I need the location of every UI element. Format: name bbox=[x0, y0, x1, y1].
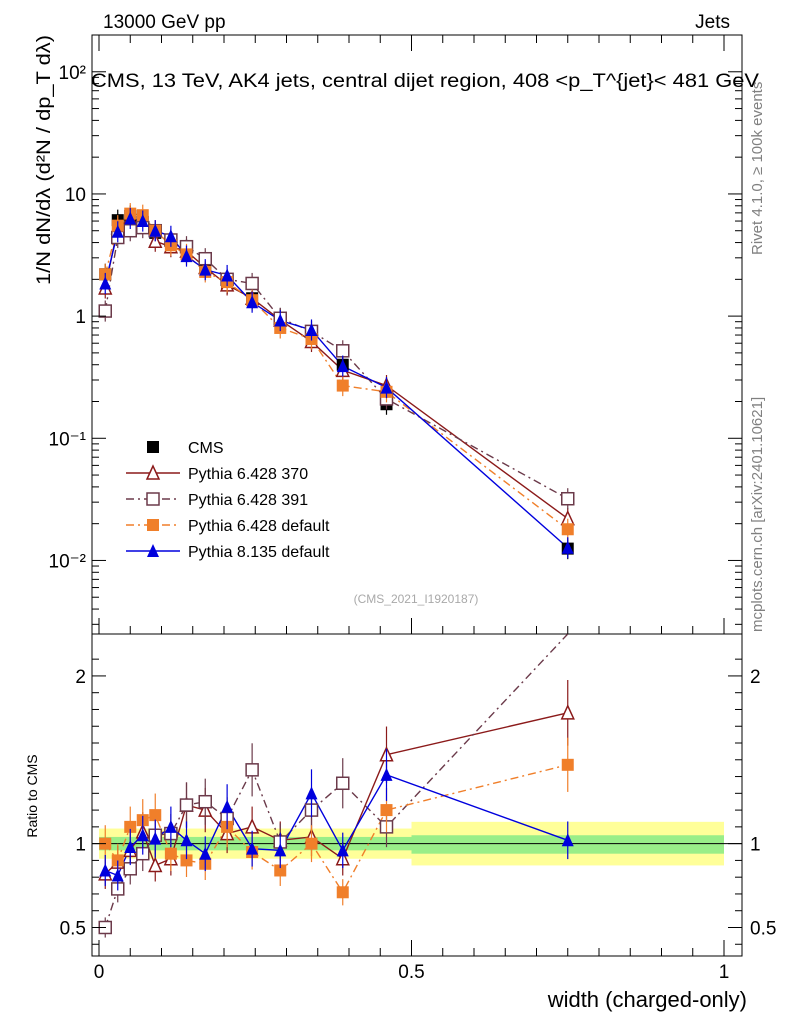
main-point-pythia-8-135-default bbox=[336, 359, 349, 373]
main-y-tick-label: 1 bbox=[75, 307, 86, 328]
main-y-tick-label: 10⁻² bbox=[49, 551, 87, 572]
ratio-y-axis-label: Ratio to CMS bbox=[24, 754, 40, 837]
ratio-point-pythia-8-135-default bbox=[380, 767, 393, 781]
ratio-point-pythia-6-428-default bbox=[149, 809, 162, 822]
main-point-pythia-8-135-default bbox=[164, 229, 177, 243]
rivet-label: Rivet 4.1.0, ≥ 100k events bbox=[749, 82, 766, 255]
ratio-point-pythia-8-135-default bbox=[99, 863, 112, 877]
legend-label-pythia-8-135-default: Pythia 8.135 default bbox=[188, 544, 330, 561]
main-line-pythia-6-428-default bbox=[104, 212, 569, 530]
ratio-point-pythia-8-135-default bbox=[274, 843, 287, 857]
main-y-tick-label: 10 bbox=[65, 185, 86, 206]
ratio-point-pythia-6-428-370 bbox=[148, 856, 163, 873]
x-tick-label: 0.5 bbox=[398, 962, 424, 983]
main-point-pythia-6-428-391 bbox=[245, 276, 259, 291]
main-point-pythia-6-428-default bbox=[336, 379, 349, 392]
ratio-y-tick-label: 0.5 bbox=[60, 918, 86, 939]
ratio-point-pythia-8-135-default bbox=[136, 828, 149, 842]
x-tick-label: 0 bbox=[94, 962, 105, 983]
ratio-frame bbox=[91, 633, 743, 957]
ratio-point-pythia-8-135-default bbox=[111, 868, 124, 882]
main-y-axis-label: 1/N dN/dλ (d²N / dp_T dλ) bbox=[34, 35, 55, 285]
ratio-point-pythia-6-428-370 bbox=[560, 704, 575, 720]
ratio-y-tick-label: 1 bbox=[75, 835, 86, 856]
ratio-y-tick-label: 2 bbox=[75, 667, 86, 688]
mcplots-label: mcplots.cern.ch [arXiv:2401.10621] bbox=[749, 397, 766, 632]
legend-marker-pythia-8-135-default bbox=[147, 544, 159, 557]
ratio-y-tick-label-right: 0.5 bbox=[750, 918, 776, 939]
main-line-pythia-6-428-391 bbox=[104, 226, 569, 500]
legend-marker-pythia-6-428-370 bbox=[145, 464, 161, 480]
legend-label-pythia-6-428-370: Pythia 6.428 370 bbox=[188, 466, 308, 483]
plot-frames bbox=[91, 34, 743, 957]
ratio-point-pythia-8-135-default bbox=[199, 846, 212, 860]
main-point-pythia-6-428-391 bbox=[561, 491, 575, 506]
main-point-pythia-8-135-default bbox=[111, 224, 124, 238]
ratio-point-pythia-6-428-391 bbox=[198, 794, 212, 809]
ratio-y-tick-label-right: 2 bbox=[750, 667, 761, 688]
main-point-pythia-6-428-default bbox=[561, 523, 574, 536]
ratio-point-pythia-6-428-default bbox=[336, 886, 349, 899]
main-y-tick-label: 10² bbox=[59, 63, 86, 84]
ratio-point-pythia-6-428-default bbox=[380, 804, 393, 817]
ratio-point-pythia-6-428-default bbox=[180, 854, 193, 867]
legend-label-pythia-6-428-default: Pythia 6.428 default bbox=[188, 518, 330, 535]
series-lines bbox=[104, 212, 569, 928]
legend-marker-pythia-6-428-391 bbox=[146, 492, 160, 506]
main-point-pythia-8-135-default bbox=[180, 249, 193, 263]
ratio-point-pythia-8-135-default bbox=[561, 833, 574, 847]
main-point-pythia-8-135-default bbox=[149, 223, 162, 237]
ratio-point-pythia-8-135-default bbox=[246, 841, 259, 855]
ratio-point-pythia-6-428-default bbox=[305, 837, 318, 850]
ratio-point-pythia-6-428-default bbox=[164, 847, 177, 860]
legend: CMS Pythia 6.428 370 Pythia 6.428 391 Pythi… bbox=[126, 440, 330, 561]
main-point-pythia-8-135-default bbox=[136, 214, 149, 228]
x-axis-label: width (charged-only) bbox=[547, 987, 747, 1012]
main-point-pythia-8-135-default bbox=[221, 268, 234, 282]
main-point-pythia-8-135-default bbox=[274, 313, 287, 327]
ratio-point-pythia-8-135-default bbox=[124, 839, 137, 853]
ratio-point-pythia-6-428-default bbox=[124, 820, 137, 833]
main-point-pythia-6-428-391 bbox=[336, 344, 350, 358]
axis-ticks: 10² 10 1 10⁻¹ 10⁻² 0.5 0.5 1 1 2 2 0 0.5 1 bbox=[49, 34, 776, 983]
legend-marker-pythia-6-428-default bbox=[147, 519, 159, 531]
header-left: 13000 GeV pp bbox=[103, 12, 226, 33]
main-point-pythia-8-135-default bbox=[246, 295, 259, 309]
ratio-point-pythia-6-428-default bbox=[561, 758, 574, 771]
main-point-pythia-8-135-default bbox=[380, 380, 393, 394]
ratio-point-pythia-8-135-default bbox=[149, 831, 162, 845]
ratio-y-tick-label-right: 1 bbox=[750, 835, 761, 856]
main-point-pythia-6-428-391 bbox=[98, 304, 112, 318]
ratio-point-pythia-8-135-default bbox=[221, 799, 234, 813]
main-point-pythia-8-135-default bbox=[561, 540, 574, 554]
x-tick-label: 1 bbox=[719, 962, 730, 983]
main-y-tick-label: 10⁻¹ bbox=[49, 429, 87, 450]
legend-label-pythia-6-428-391: Pythia 6.428 391 bbox=[188, 492, 308, 509]
legend-marker-cms bbox=[147, 441, 159, 453]
main-point-pythia-8-135-default bbox=[199, 262, 212, 276]
main-point-pythia-8-135-default bbox=[124, 211, 137, 225]
ratio-point-pythia-6-428-default bbox=[111, 854, 124, 867]
watermark: (CMS_2021_I1920187) bbox=[354, 592, 479, 606]
ratio-point-pythia-6-428-391 bbox=[179, 798, 194, 812]
data-markers bbox=[98, 203, 575, 938]
ratio-point-pythia-8-135-default bbox=[336, 843, 349, 857]
header-right: Jets bbox=[695, 12, 730, 33]
main-point-pythia-8-135-default bbox=[305, 322, 318, 336]
ratio-point-pythia-6-428-391 bbox=[245, 763, 259, 777]
ratio-point-pythia-6-428-391 bbox=[336, 776, 350, 791]
plot-title: CMS, 13 TeV, AK4 jets, central dijet reg… bbox=[91, 71, 759, 92]
ratio-point-pythia-8-135-default bbox=[305, 786, 318, 800]
main-point-pythia-8-135-default bbox=[99, 276, 112, 290]
ratio-point-pythia-6-428-default bbox=[274, 864, 287, 877]
legend-label-cms: CMS bbox=[188, 440, 224, 457]
ratio-point-pythia-8-135-default bbox=[164, 819, 177, 833]
ratio-point-pythia-8-135-default bbox=[180, 833, 193, 847]
